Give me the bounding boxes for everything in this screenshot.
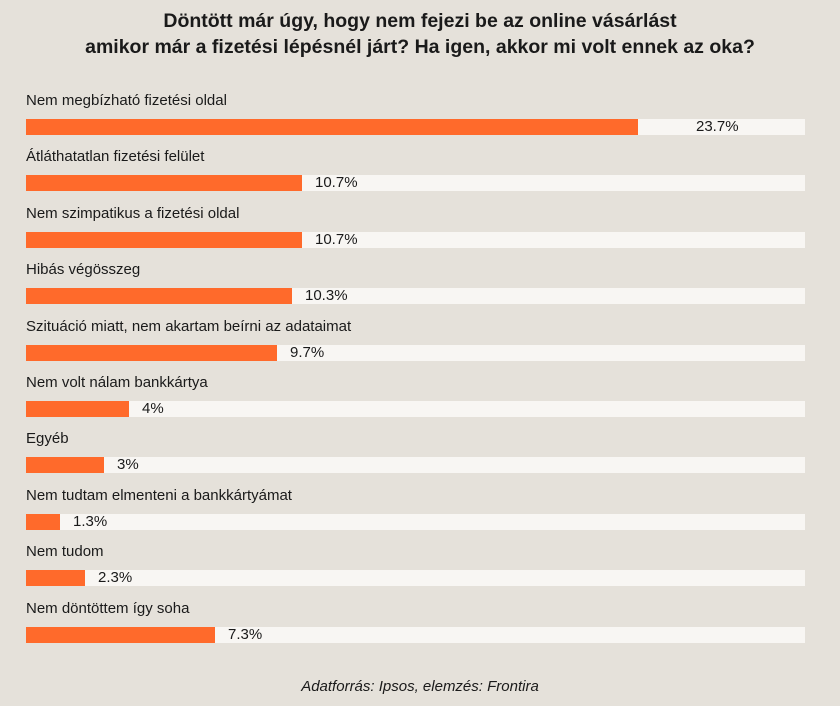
- bar-track: [26, 401, 805, 417]
- category-label: Hibás végösszeg: [26, 261, 141, 279]
- category-label: Nem szimpatikus a fizetési oldal: [26, 204, 240, 222]
- value-label: 10.7%: [315, 230, 358, 248]
- chart-title-line-1: Döntött már úgy, hogy nem fejezi be az o…: [163, 10, 677, 32]
- value-label: 10.3%: [305, 287, 348, 305]
- value-label: 4%: [142, 400, 164, 417]
- bar-track: [26, 288, 805, 305]
- bar: [26, 570, 85, 587]
- bar-track: [26, 513, 805, 530]
- chart-title-line-2: amikor már a fizetési lépésnél járt? Ha …: [85, 36, 755, 58]
- value-label: 9.7%: [290, 343, 325, 361]
- value-label: 3%: [117, 456, 139, 474]
- bar-track: [26, 231, 805, 248]
- bar-track: [26, 119, 805, 135]
- category-label: Átláthatatlan fizetési felület: [26, 148, 205, 166]
- bar-track: [26, 457, 805, 474]
- value-label: 1.3%: [73, 512, 108, 530]
- bar-track: [26, 344, 805, 361]
- bar-track: [26, 626, 805, 643]
- value-label: 7.3%: [228, 625, 263, 643]
- bar: [26, 513, 60, 530]
- bar: [26, 344, 277, 361]
- bar: [26, 175, 302, 192]
- category-label: Nem döntöttem így soha: [26, 599, 190, 617]
- chart-title: Döntött már úgy, hogy nem fejezi be az o…: [0, 8, 840, 60]
- bar: [26, 119, 638, 135]
- category-label: Nem volt nálam bankkártya: [26, 374, 208, 391]
- bar: [26, 288, 292, 305]
- bar: [26, 457, 104, 474]
- value-label: 2.3%: [98, 569, 133, 587]
- bar-track: [26, 570, 805, 587]
- value-label: 23.7%: [696, 118, 739, 135]
- bar: [26, 401, 129, 417]
- category-label: Nem tudtam elmenteni a bankkártyámat: [26, 486, 292, 504]
- bar: [26, 626, 215, 643]
- category-label: Egyéb: [26, 430, 69, 448]
- value-label: 10.7%: [315, 174, 358, 192]
- bar: [26, 231, 302, 248]
- bar-track: [26, 175, 805, 192]
- category-label: Nem tudom: [26, 543, 104, 561]
- category-label: Szituáció miatt, nem akartam beírni az a…: [26, 317, 352, 335]
- category-label: Nem megbízható fizetési oldal: [26, 92, 227, 109]
- data-source-note: Adatforrás: Ipsos, elemzés: Frontira: [301, 678, 539, 695]
